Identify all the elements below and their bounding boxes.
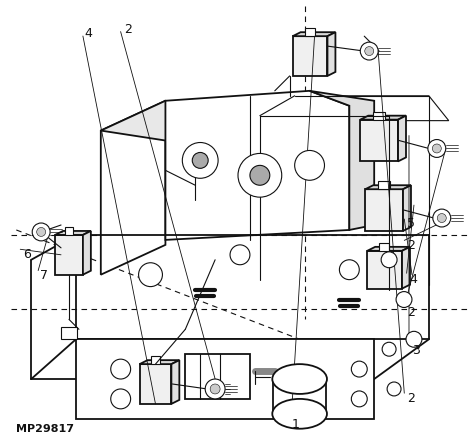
Text: MP29817: MP29817 <box>16 424 74 434</box>
Circle shape <box>382 342 396 356</box>
Polygon shape <box>185 354 250 399</box>
Circle shape <box>406 331 422 347</box>
Circle shape <box>339 260 359 280</box>
Polygon shape <box>398 116 406 161</box>
Text: 4: 4 <box>410 273 418 286</box>
Polygon shape <box>360 116 406 120</box>
Polygon shape <box>139 360 179 364</box>
Polygon shape <box>172 360 179 404</box>
Text: 4: 4 <box>85 27 92 40</box>
Circle shape <box>205 379 225 399</box>
Circle shape <box>182 143 218 178</box>
Polygon shape <box>328 32 336 76</box>
Text: 2: 2 <box>408 306 415 319</box>
Circle shape <box>32 223 50 241</box>
Text: 7: 7 <box>40 270 48 283</box>
Circle shape <box>250 165 270 185</box>
Polygon shape <box>403 185 411 231</box>
Text: 1: 1 <box>292 418 300 431</box>
Circle shape <box>381 252 397 268</box>
Polygon shape <box>101 101 165 274</box>
Circle shape <box>192 152 208 169</box>
Polygon shape <box>365 185 411 189</box>
Text: 2: 2 <box>124 23 132 36</box>
Circle shape <box>387 382 401 396</box>
Polygon shape <box>378 181 390 189</box>
Polygon shape <box>292 36 328 76</box>
Circle shape <box>360 42 378 60</box>
Polygon shape <box>292 32 336 36</box>
Polygon shape <box>365 189 403 231</box>
Polygon shape <box>101 101 230 140</box>
Polygon shape <box>310 91 374 230</box>
Polygon shape <box>65 227 73 235</box>
Text: 2: 2 <box>408 239 415 252</box>
Polygon shape <box>360 120 398 161</box>
Polygon shape <box>367 247 410 251</box>
Circle shape <box>365 46 374 55</box>
Circle shape <box>111 389 131 409</box>
Circle shape <box>111 359 131 379</box>
Circle shape <box>138 263 163 287</box>
Circle shape <box>238 153 282 197</box>
Polygon shape <box>373 112 385 120</box>
Polygon shape <box>83 231 91 274</box>
Polygon shape <box>245 96 449 121</box>
Polygon shape <box>379 243 389 251</box>
Polygon shape <box>55 235 83 274</box>
Polygon shape <box>151 356 161 364</box>
Polygon shape <box>402 247 410 289</box>
Circle shape <box>295 151 325 180</box>
Circle shape <box>432 144 441 153</box>
Circle shape <box>351 361 367 377</box>
Circle shape <box>351 391 367 407</box>
Text: 6: 6 <box>23 248 31 261</box>
Circle shape <box>438 214 446 223</box>
Circle shape <box>433 209 451 227</box>
Circle shape <box>210 384 220 394</box>
Circle shape <box>36 228 46 236</box>
Polygon shape <box>55 231 91 235</box>
Circle shape <box>230 245 250 265</box>
Text: 5: 5 <box>407 217 415 230</box>
Text: 2: 2 <box>408 392 415 405</box>
Text: 3: 3 <box>412 344 420 357</box>
Ellipse shape <box>272 364 327 394</box>
Polygon shape <box>139 364 172 404</box>
Polygon shape <box>76 339 374 419</box>
Polygon shape <box>165 91 349 240</box>
Polygon shape <box>61 327 77 339</box>
Circle shape <box>428 139 446 157</box>
Polygon shape <box>367 251 402 289</box>
Ellipse shape <box>272 399 327 429</box>
Circle shape <box>396 291 412 308</box>
Polygon shape <box>305 28 315 36</box>
